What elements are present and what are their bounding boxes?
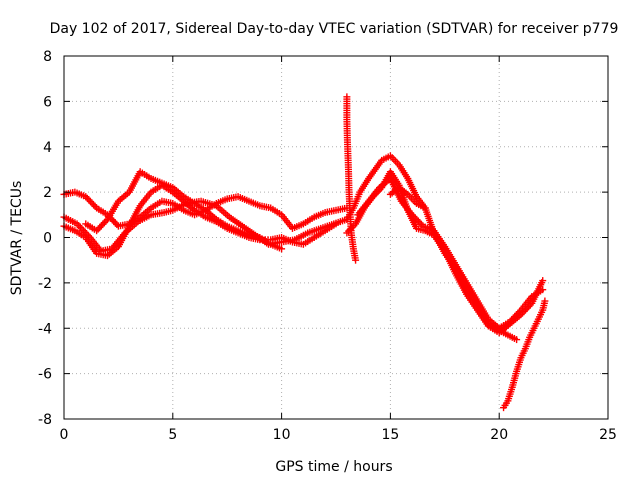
y-tick-label: 4	[43, 140, 52, 156]
data-point	[82, 193, 90, 201]
x-tick-label: 15	[381, 427, 399, 443]
data-point	[94, 225, 102, 233]
axis-ticks: 0 5 10 15 20 25 -8 -6 -4 -2 0 2 4 6 8	[38, 49, 617, 443]
data-point	[96, 223, 104, 231]
x-tick-label: 5	[168, 427, 177, 443]
data-point	[91, 202, 99, 210]
y-axis-label: SDTVAR / TECUs	[9, 181, 25, 296]
data-point	[511, 313, 519, 321]
data-point	[512, 311, 520, 319]
data-point	[97, 222, 105, 230]
data-point	[99, 220, 107, 228]
x-tick-label: 20	[490, 427, 508, 443]
data-point	[102, 217, 110, 225]
x-tick-label: 10	[273, 427, 291, 443]
y-tick-label: -6	[38, 367, 52, 383]
x-tick-label: 25	[599, 427, 617, 443]
data-point	[513, 336, 521, 344]
data-point	[421, 204, 429, 212]
data-point	[93, 227, 101, 235]
x-tick-label: 0	[60, 427, 69, 443]
data-point	[83, 194, 91, 202]
data-point	[414, 217, 422, 225]
data-point	[110, 217, 118, 225]
data-point	[411, 214, 419, 222]
chart-title: Day 102 of 2017, Sidereal Day-to-day VTE…	[50, 21, 619, 37]
y-tick-label: -8	[38, 412, 52, 428]
grid	[64, 56, 608, 419]
data-point	[100, 219, 108, 227]
data-point	[506, 317, 514, 325]
data-point	[515, 308, 523, 316]
y-tick-label: -2	[38, 276, 52, 292]
data-point	[514, 309, 522, 317]
data-point	[113, 221, 121, 229]
data-point	[90, 201, 98, 209]
data-point	[278, 245, 286, 253]
data-point	[85, 196, 93, 204]
y-tick-label: 2	[43, 185, 52, 201]
data-point	[541, 297, 549, 305]
y-tick-label: 6	[43, 94, 52, 110]
data-point	[111, 219, 119, 227]
data-point	[417, 221, 425, 229]
data-point	[88, 199, 96, 207]
y-tick-label: -4	[38, 321, 52, 337]
data-point	[508, 316, 516, 324]
x-axis-label: GPS time / hours	[275, 459, 392, 475]
data-point	[509, 314, 517, 322]
data-point	[413, 216, 421, 224]
data-point	[332, 220, 340, 228]
data-point	[539, 286, 547, 294]
data-point	[539, 277, 547, 285]
y-tick-label: 0	[43, 231, 52, 247]
data-point	[408, 211, 416, 219]
data-point	[86, 198, 94, 206]
data-point	[416, 219, 424, 227]
y-tick-label: 8	[43, 49, 52, 65]
data-points	[60, 93, 549, 412]
data-point	[410, 212, 418, 220]
data-point	[352, 256, 360, 264]
